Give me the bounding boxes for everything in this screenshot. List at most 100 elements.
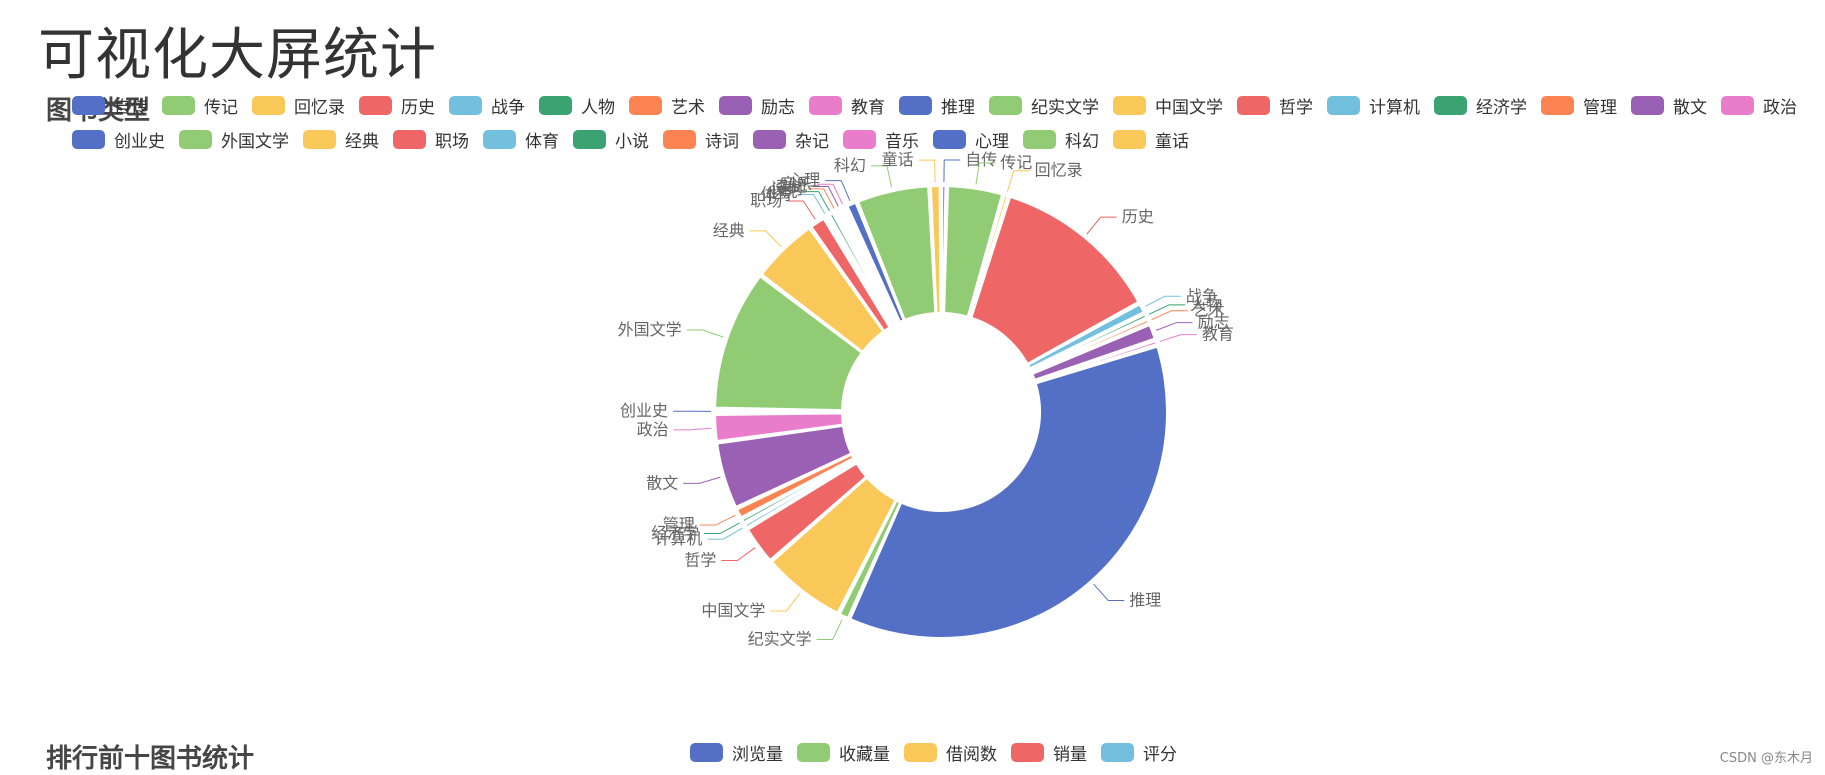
legend-item-7[interactable]: 励志 [719, 93, 795, 118]
legend-swatch [809, 96, 842, 115]
legend-item-21[interactable]: 职场 [393, 127, 469, 152]
legend-item-0[interactable]: 自传 [72, 93, 148, 118]
legend-swatch [1237, 96, 1270, 115]
chart-legend-row-2: 创业史外国文学 经典 职场 体育 小说 诗词杂记音乐 心理科幻 童话 [72, 127, 1203, 152]
legend-swatch [449, 96, 482, 115]
legend-swatch [797, 743, 830, 762]
legend-item-17[interactable]: 政治 [1721, 93, 1797, 118]
legend-item-20[interactable]: 经典 [303, 127, 379, 152]
chart2-legend-item-2[interactable]: 借阅数 [904, 740, 997, 765]
legend-label: 哲学 [1279, 93, 1313, 118]
legend-swatch [753, 130, 786, 149]
legend-item-8[interactable]: 教育 [809, 93, 885, 118]
legend-swatch [1113, 96, 1146, 115]
slice-label-line-10 [817, 620, 842, 640]
legend-swatch [1541, 96, 1574, 115]
legend-label: 心理 [975, 127, 1009, 152]
legend-label: 传记 [204, 93, 238, 118]
legend-swatch [393, 130, 426, 149]
legend-swatch [629, 96, 662, 115]
legend-item-12[interactable]: 哲学 [1237, 93, 1313, 118]
legend-item-29[interactable]: 童话 [1113, 127, 1189, 152]
slice-label-2: 回忆录 [1035, 161, 1083, 180]
chart2-legend-item-1[interactable]: 收藏量 [797, 740, 890, 765]
legend-label: 诗词 [705, 127, 739, 152]
legend-label: 教育 [851, 93, 885, 118]
slice-label-line-8 [1160, 335, 1197, 342]
slice-label-line-19 [687, 330, 724, 337]
slice-label-8: 教育 [1202, 325, 1234, 344]
legend-swatch [252, 96, 285, 115]
slice-label-17: 政治 [637, 420, 669, 439]
slice-label-0: 自传 [965, 150, 997, 169]
legend-label: 经典 [345, 127, 379, 152]
slice-label-line-2 [1007, 171, 1029, 192]
legend-swatch [179, 130, 212, 149]
legend-item-11[interactable]: 中国文学 [1113, 93, 1223, 118]
legend-label: 人物 [581, 93, 615, 118]
legend-swatch [1434, 96, 1467, 115]
chart2-legend: 浏览量 收藏量 借阅数 销量 评分 [690, 740, 1191, 765]
slice-label-line-7 [1156, 323, 1193, 331]
slice-label-line-29 [919, 160, 936, 182]
slice-label-line-9 [1094, 584, 1125, 600]
legend-item-1[interactable]: 传记 [162, 93, 238, 118]
legend-label: 管理 [1583, 93, 1617, 118]
legend-item-9[interactable]: 推理 [899, 93, 975, 118]
slice-label-line-14 [704, 523, 739, 534]
legend-label: 回忆录 [294, 93, 345, 118]
legend-item-6[interactable]: 艺术 [629, 93, 705, 118]
legend-swatch [539, 96, 572, 115]
legend-item-23[interactable]: 小说 [573, 127, 649, 152]
chart2-legend-item-4[interactable]: 评分 [1101, 740, 1177, 765]
legend-label: 体育 [525, 127, 559, 152]
legend-swatch [1721, 96, 1754, 115]
legend-swatch [1113, 130, 1146, 149]
slice-label-18: 创业史 [620, 401, 668, 420]
legend-item-26[interactable]: 音乐 [843, 127, 919, 152]
legend-item-22[interactable]: 体育 [483, 127, 559, 152]
legend-item-13[interactable]: 计算机 [1327, 93, 1420, 118]
legend-label: 借阅数 [946, 740, 997, 765]
slice-label-28: 科幻 [834, 156, 866, 175]
legend-swatch [1011, 743, 1044, 762]
slice-label-27: 心理 [788, 171, 820, 190]
legend-item-10[interactable]: 纪实文学 [989, 93, 1099, 118]
legend-label: 小说 [615, 127, 649, 152]
legend-item-16[interactable]: 散文 [1631, 93, 1707, 118]
chart2-legend-item-3[interactable]: 销量 [1011, 740, 1087, 765]
legend-swatch [904, 743, 937, 762]
legend-label: 职场 [435, 127, 469, 152]
legend-swatch [843, 130, 876, 149]
legend-label: 评分 [1143, 740, 1177, 765]
legend-item-2[interactable]: 回忆录 [252, 93, 345, 118]
legend-label: 销量 [1053, 740, 1087, 765]
legend-label: 童话 [1155, 127, 1189, 152]
legend-item-3[interactable]: 历史 [359, 93, 435, 118]
legend-item-24[interactable]: 诗词 [663, 127, 739, 152]
legend-item-27[interactable]: 心理 [933, 127, 1009, 152]
slice-label-3: 历史 [1122, 207, 1154, 226]
legend-label: 中国文学 [1155, 93, 1223, 118]
legend-item-4[interactable]: 战争 [449, 93, 525, 118]
slice-label-19: 外国文学 [618, 320, 682, 339]
legend-item-25[interactable]: 杂记 [753, 127, 829, 152]
legend-item-19[interactable]: 外国文学 [179, 127, 289, 152]
slice-label-11: 中国文学 [701, 601, 765, 620]
legend-label: 推理 [941, 93, 975, 118]
legend-item-5[interactable]: 人物 [539, 93, 615, 118]
legend-label: 艺术 [671, 93, 705, 118]
legend-label: 历史 [401, 93, 435, 118]
chart2-legend-item-0[interactable]: 浏览量 [690, 740, 783, 765]
donut-slice-9[interactable] [850, 347, 1167, 638]
slice-label-12: 哲学 [684, 551, 716, 570]
legend-item-15[interactable]: 管理 [1541, 93, 1617, 118]
legend-item-14[interactable]: 经济学 [1434, 93, 1527, 118]
legend-label: 收藏量 [839, 740, 890, 765]
legend-item-28[interactable]: 科幻 [1023, 127, 1099, 152]
legend-swatch [162, 96, 195, 115]
slice-label-10: 纪实文学 [748, 630, 812, 649]
legend-item-18[interactable]: 创业史 [72, 127, 165, 152]
legend-swatch [989, 96, 1022, 115]
legend-swatch [933, 130, 966, 149]
